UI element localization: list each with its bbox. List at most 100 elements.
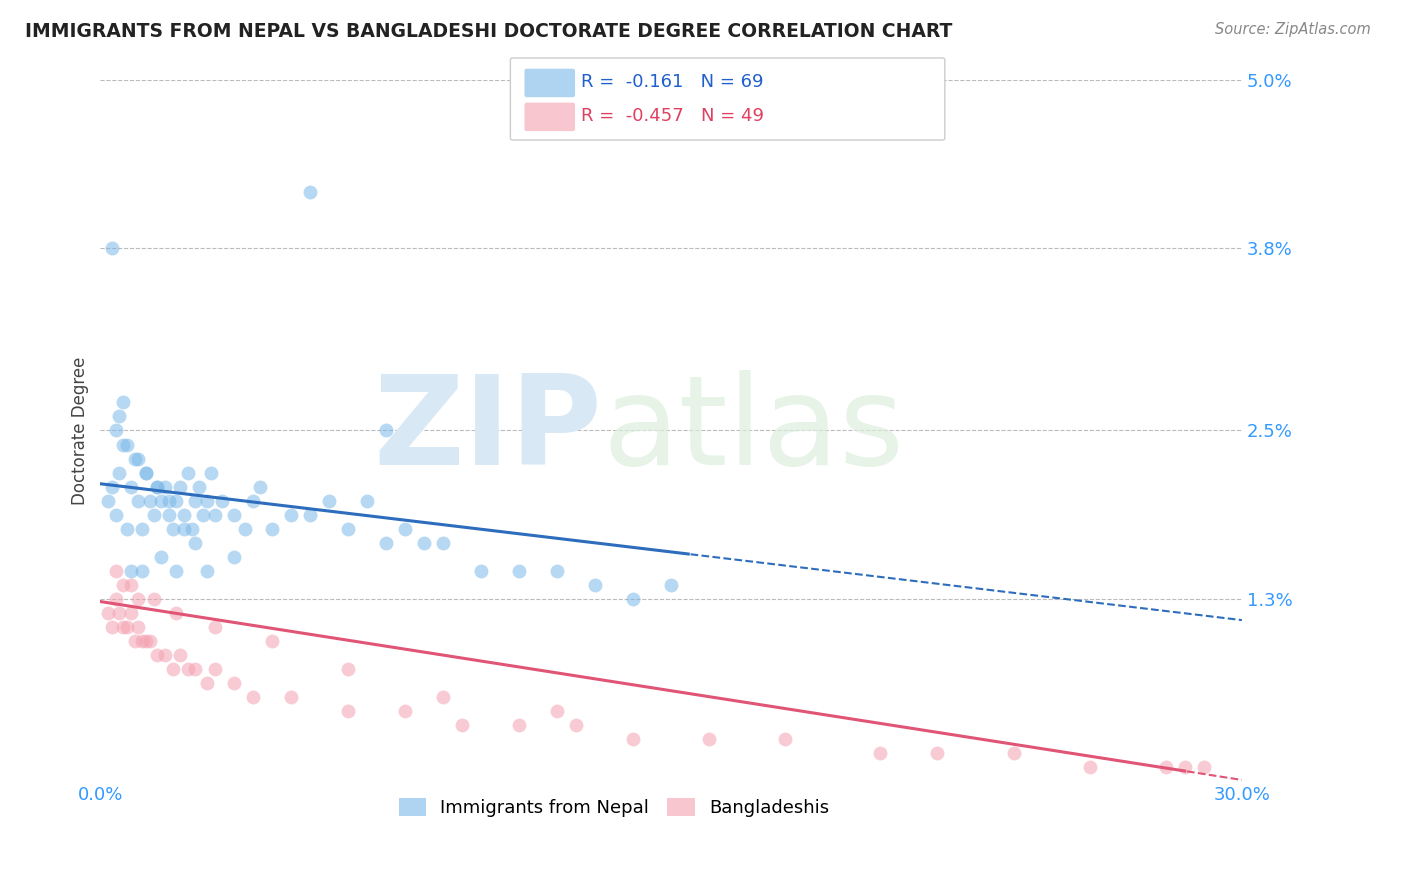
Point — [120, 564, 142, 578]
Point — [115, 620, 138, 634]
Point — [1192, 760, 1215, 774]
Point — [546, 704, 568, 718]
Point — [108, 409, 131, 424]
Point — [165, 493, 187, 508]
Point — [394, 704, 416, 718]
Point — [412, 535, 434, 549]
Point — [139, 493, 162, 508]
Point — [659, 578, 682, 592]
Point — [146, 479, 169, 493]
Point — [169, 479, 191, 493]
Point — [180, 522, 202, 536]
Point — [1154, 760, 1177, 774]
Point — [108, 606, 131, 620]
Point — [195, 676, 218, 690]
Point — [374, 424, 396, 438]
Point — [184, 662, 207, 676]
Point — [336, 522, 359, 536]
Point — [204, 508, 226, 522]
Point — [127, 620, 149, 634]
Point — [242, 690, 264, 704]
Legend: Immigrants from Nepal, Bangladeshis: Immigrants from Nepal, Bangladeshis — [392, 790, 837, 824]
Point — [135, 466, 157, 480]
Point — [927, 746, 949, 760]
Point — [546, 564, 568, 578]
Point — [115, 437, 138, 451]
Point — [869, 746, 891, 760]
Point — [112, 395, 135, 409]
Point — [120, 578, 142, 592]
Point — [150, 493, 173, 508]
Point — [131, 633, 153, 648]
Point — [153, 479, 176, 493]
Point — [508, 718, 530, 732]
Point — [191, 508, 214, 522]
Text: R =  -0.457   N = 49: R = -0.457 N = 49 — [581, 107, 763, 125]
Point — [184, 535, 207, 549]
Point — [242, 493, 264, 508]
Point — [112, 578, 135, 592]
FancyBboxPatch shape — [510, 58, 945, 140]
Text: ZIP: ZIP — [374, 370, 603, 491]
Point — [1078, 760, 1101, 774]
Point — [470, 564, 492, 578]
Point — [146, 648, 169, 662]
Point — [97, 606, 120, 620]
Point — [356, 493, 378, 508]
Point — [153, 648, 176, 662]
Point — [139, 633, 162, 648]
Point — [298, 508, 321, 522]
Point — [104, 564, 127, 578]
Text: R =  -0.161   N = 69: R = -0.161 N = 69 — [581, 73, 763, 91]
Point — [157, 493, 180, 508]
Point — [222, 676, 245, 690]
Point — [188, 479, 211, 493]
Point — [697, 731, 720, 746]
Point — [169, 648, 191, 662]
Point — [127, 493, 149, 508]
Point — [432, 535, 454, 549]
Text: IMMIGRANTS FROM NEPAL VS BANGLADESHI DOCTORATE DEGREE CORRELATION CHART: IMMIGRANTS FROM NEPAL VS BANGLADESHI DOC… — [25, 22, 953, 41]
Point — [249, 479, 271, 493]
FancyBboxPatch shape — [524, 103, 575, 131]
Point — [450, 718, 472, 732]
Point — [97, 493, 120, 508]
FancyBboxPatch shape — [524, 69, 575, 97]
Point — [157, 508, 180, 522]
Point — [127, 451, 149, 466]
Point — [222, 508, 245, 522]
Point — [173, 508, 195, 522]
Point — [104, 508, 127, 522]
Point — [112, 620, 135, 634]
Point — [112, 437, 135, 451]
Y-axis label: Doctorate Degree: Doctorate Degree — [72, 356, 89, 505]
Point — [621, 591, 644, 606]
Point — [432, 690, 454, 704]
Point — [100, 620, 122, 634]
Point — [508, 564, 530, 578]
Point — [280, 508, 302, 522]
Point — [233, 522, 256, 536]
Point — [318, 493, 340, 508]
Point — [146, 479, 169, 493]
Point — [108, 466, 131, 480]
Point — [150, 549, 173, 564]
Point — [394, 522, 416, 536]
Point — [120, 606, 142, 620]
Point — [127, 591, 149, 606]
Point — [621, 731, 644, 746]
Point — [211, 493, 233, 508]
Point — [195, 564, 218, 578]
Point — [195, 493, 218, 508]
Point — [104, 591, 127, 606]
Point — [124, 633, 146, 648]
Point — [260, 633, 283, 648]
Point — [135, 466, 157, 480]
Point — [104, 424, 127, 438]
Point — [124, 451, 146, 466]
Point — [165, 606, 187, 620]
Point — [260, 522, 283, 536]
Point — [280, 690, 302, 704]
Point — [162, 522, 184, 536]
Point — [204, 662, 226, 676]
